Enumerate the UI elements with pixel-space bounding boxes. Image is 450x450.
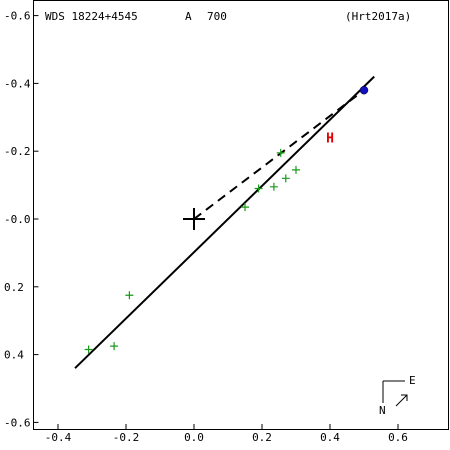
component-label: A	[185, 10, 192, 23]
plot-frame	[33, 0, 449, 430]
compass-north-label: N	[379, 404, 386, 417]
observation-point	[241, 203, 249, 212]
y-tick-label: -0.4	[4, 77, 31, 90]
y-tick-label: -0.0	[4, 213, 31, 226]
wds-designation: WDS 18224+4545	[45, 10, 138, 23]
observation-point	[269, 182, 278, 191]
x-tick-label: 0.6	[388, 431, 408, 444]
y-tick-label: 0.4	[4, 349, 24, 362]
observation-point	[110, 342, 119, 351]
x-tick-label: 0.0	[184, 431, 204, 444]
y-tick-label: 0.2	[4, 281, 24, 294]
y-tick-label: -0.6	[4, 10, 31, 23]
compass-east-label: E	[409, 374, 416, 387]
x-tick-label: 0.2	[252, 431, 272, 444]
observation-point	[84, 345, 93, 354]
compass-arrow-head	[401, 394, 408, 401]
observation-point	[292, 165, 300, 174]
reference-label: (Hrt2017a)	[345, 10, 411, 23]
apparent-orbit-line	[74, 75, 375, 369]
y-tick-label: -0.6	[4, 416, 31, 429]
data-points: H	[84, 85, 369, 354]
x-tick-label: -0.4	[45, 431, 72, 444]
predicted-position-point	[359, 85, 369, 95]
x-tick-label: 0.4	[320, 431, 340, 444]
y-tick-label: -0.2	[4, 145, 31, 158]
discoverer-number: 700	[207, 10, 227, 23]
observation-point	[125, 291, 134, 300]
orbit-lines	[74, 75, 375, 369]
x-tick-label: -0.2	[113, 431, 140, 444]
axes-ticks: -0.4 -0.2 0.0 0.2 0.4 0.6 -0.6 -0.4 -0.2 -0.0 0.2 0…	[4, 10, 408, 444]
high-res-observation-label: H	[326, 132, 334, 147]
observation-point	[276, 148, 285, 157]
compass: E N	[379, 374, 416, 417]
observation-point	[281, 174, 290, 183]
observation-point	[254, 184, 263, 193]
compass-arrow-shaft	[395, 394, 408, 407]
projection-dashed-line	[193, 89, 365, 220]
